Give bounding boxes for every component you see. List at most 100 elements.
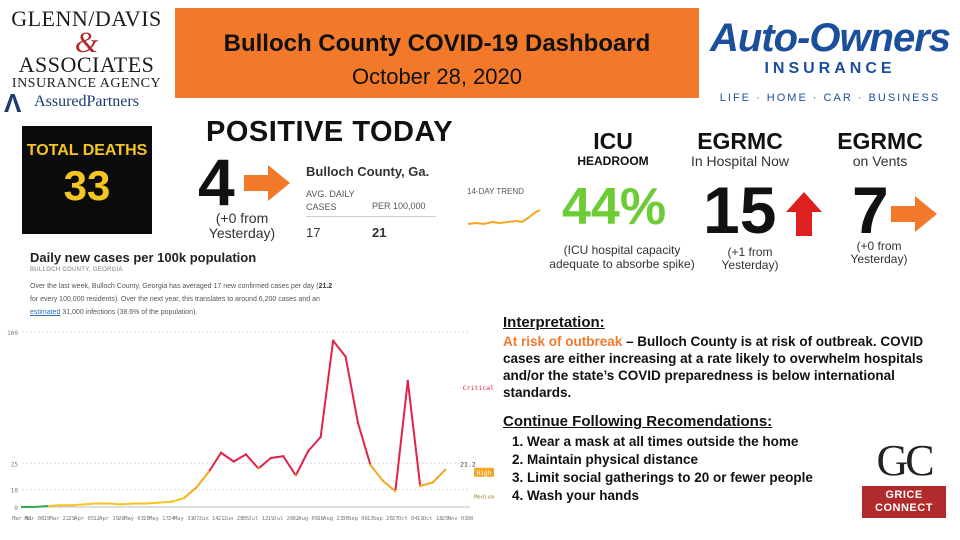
per-100k-value: 21 — [372, 225, 387, 240]
icu-note: (ICU hospital capacity adequate to absor… — [549, 243, 695, 271]
y-tick-label: 100 — [7, 330, 18, 337]
data-point — [170, 500, 173, 503]
data-point — [419, 484, 422, 488]
x-tick-label: 07 — [193, 516, 200, 522]
x-tick-label: Oct 18 — [423, 516, 443, 522]
x-tick-label: Jun 28 — [224, 516, 244, 522]
data-point — [331, 339, 335, 342]
x-tick-label: May 31 — [174, 516, 194, 522]
glenn-davis-logo: GLENN/DAVIS & ASSOCIATES INSURANCE AGENC… — [4, 6, 169, 118]
up-arrow-icon — [786, 192, 822, 236]
interpretation-text: – Bulloch County is at risk of outbreak.… — [503, 334, 924, 400]
series-segment — [406, 380, 422, 487]
recommendation-item: 4. Wash your hands — [512, 488, 640, 503]
x-tick-label: Mar 22 — [49, 516, 69, 522]
current-value-label: 21.2 — [460, 461, 476, 469]
egrmc-hospital-title: EGRMC — [697, 128, 783, 154]
x-tick-label: 10 — [143, 516, 150, 522]
series-segment — [207, 451, 223, 473]
series-segment — [220, 451, 235, 463]
series-segment — [357, 422, 372, 466]
dashboard-date: October 28, 2020 — [351, 64, 522, 89]
x-tick-label: Aug 23 — [323, 516, 343, 522]
recommendation-item: 2. Maintain physical distance — [512, 452, 699, 467]
egrmc-vents-value: 7 — [852, 173, 889, 247]
y-tick-label: 0 — [14, 505, 18, 512]
series-segment — [182, 486, 198, 500]
x-tick-label: 11 — [417, 516, 424, 522]
data-point — [107, 502, 111, 505]
x-tick-label: 16 — [317, 516, 324, 522]
icu-subtitle: HEADROOM — [577, 154, 649, 168]
egrmc-hospital-note: (+1 from Yesterday) — [721, 245, 779, 272]
x-tick-label: Jul 12 — [249, 516, 269, 522]
logo-line-3: INSURANCE AGENCY — [11, 76, 162, 91]
data-point — [269, 456, 273, 460]
total-deaths-value: 33 — [63, 162, 111, 209]
grice-connect-letters: GC — [876, 436, 934, 485]
data-point — [244, 453, 248, 456]
dashboard-title: Bulloch County COVID-19 Dashboard — [223, 30, 651, 57]
x-tick-label: May 03 — [124, 516, 144, 522]
x-tick-label: 26 — [118, 516, 125, 522]
estimated-link[interactable]: estimated — [30, 309, 61, 316]
x-tick-label: 12 — [93, 516, 100, 522]
x-tick-label: 21 — [218, 516, 225, 522]
egrmc-vents-title: EGRMC — [837, 128, 923, 154]
x-tick-label: Sep 20 — [373, 516, 393, 522]
x-tick-label: 05 — [243, 516, 250, 522]
grice-connect-text: GRICE CONNECT — [862, 486, 946, 518]
series-segment — [369, 464, 384, 482]
series-segment — [45, 504, 61, 508]
egrmc-vents-note: (+0 from Yesterday) — [850, 239, 908, 266]
chart-subtitle: BULLOCH COUNTY, GEORGIA — [30, 267, 123, 273]
data-point — [195, 486, 198, 489]
data-point — [369, 463, 372, 467]
interpretation-section: Interpretation: At risk of outbreak – Bu… — [503, 314, 958, 401]
auto-owners-sub: INSURANCE — [764, 60, 896, 77]
series-segment — [419, 481, 434, 487]
data-point — [95, 502, 98, 505]
icu-headroom-value: 44% — [562, 178, 667, 236]
x-tick-label: 02 — [292, 516, 299, 522]
recommendation-item: 1. Wear a mask at all times outside the … — [512, 434, 799, 449]
x-tick-label: Mar 08 — [25, 516, 45, 522]
risk-level: At risk of outbreak — [503, 334, 623, 349]
auto-owners-logo: Auto-Owners INSURANCE LIFE · HOME · CAR … — [704, 18, 956, 104]
assured-partners-mark-icon: Λ — [4, 88, 22, 118]
series-segment — [170, 497, 185, 503]
logo-line-2: ASSOCIATES — [18, 52, 155, 77]
x-tick-label: 15 — [44, 516, 51, 522]
series-segment — [232, 453, 247, 463]
chart-desc-part1: Over the last week, Bulloch County, Geor… — [30, 283, 319, 290]
auto-owners-name: Auto-Owners — [709, 16, 951, 60]
data-point — [319, 435, 322, 439]
series-segment — [294, 450, 310, 477]
data-point — [431, 481, 434, 484]
egrmc-vents-subtitle: on Vents — [852, 153, 908, 169]
series-segment — [33, 505, 48, 508]
egrmc-hospital-subtitle: In Hospital Now — [690, 153, 790, 169]
series-segment — [319, 339, 335, 438]
data-point — [70, 504, 73, 507]
series-segment — [157, 500, 173, 504]
data-point — [443, 468, 447, 472]
x-tick-label: Jul 26 — [273, 516, 293, 522]
x-tick-label: 19 — [268, 516, 275, 522]
x-tick-label: 24 — [168, 516, 175, 522]
interpretation-title: Interpretation: — [503, 314, 605, 331]
data-point — [307, 449, 310, 453]
data-point — [157, 501, 161, 504]
data-point — [58, 504, 61, 507]
total-deaths-label: TOTAL DEATHS — [26, 142, 148, 159]
series-segment — [108, 502, 123, 506]
avg-daily-cases-header: AVG. DAILY CASES — [306, 189, 355, 212]
county-widget-divider — [306, 216, 436, 217]
data-point — [45, 504, 49, 508]
x-tick-label: Sep 06 — [348, 516, 368, 522]
data-point — [219, 451, 223, 454]
x-tick-label: 25 — [442, 516, 449, 522]
series-segment — [83, 502, 98, 506]
data-point — [33, 505, 36, 509]
series-segment — [344, 355, 359, 424]
